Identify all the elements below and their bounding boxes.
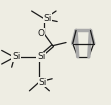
Text: Si: Si [37, 52, 45, 61]
Text: Si: Si [38, 78, 46, 87]
Text: Si: Si [44, 14, 52, 23]
Text: Si: Si [12, 52, 20, 61]
Text: O: O [37, 29, 44, 38]
